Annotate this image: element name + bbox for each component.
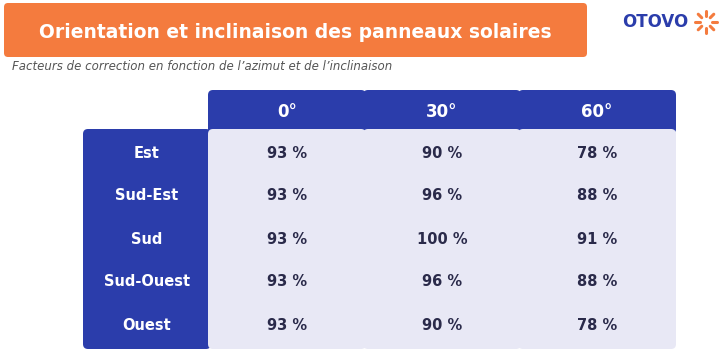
Text: Sud-Ouest: Sud-Ouest	[104, 274, 190, 289]
Text: 93 %: 93 %	[267, 317, 307, 332]
Text: Facteurs de correction en fonction de l’azimut et de l’inclinaison: Facteurs de correction en fonction de l’…	[12, 61, 392, 74]
Text: Ouest: Ouest	[122, 317, 171, 332]
FancyBboxPatch shape	[518, 129, 676, 349]
Text: 90 %: 90 %	[422, 317, 462, 332]
Text: 60°: 60°	[581, 103, 613, 121]
Text: 78 %: 78 %	[577, 317, 617, 332]
Text: OTOVO: OTOVO	[622, 13, 688, 31]
Text: 93 %: 93 %	[267, 146, 307, 161]
FancyBboxPatch shape	[518, 90, 676, 134]
Text: 88 %: 88 %	[577, 274, 617, 289]
Text: Sud: Sud	[131, 231, 163, 246]
Text: 93 %: 93 %	[267, 274, 307, 289]
FancyBboxPatch shape	[208, 90, 366, 134]
FancyBboxPatch shape	[363, 129, 521, 349]
Text: 30°: 30°	[426, 103, 458, 121]
FancyBboxPatch shape	[4, 3, 587, 57]
Text: Orientation et inclinaison des panneaux solaires: Orientation et inclinaison des panneaux …	[39, 22, 552, 42]
Text: 78 %: 78 %	[577, 146, 617, 161]
Text: 96 %: 96 %	[422, 189, 462, 203]
Text: 0°: 0°	[277, 103, 297, 121]
Text: Est: Est	[134, 146, 160, 161]
FancyBboxPatch shape	[83, 129, 211, 349]
FancyBboxPatch shape	[208, 129, 366, 349]
Text: 96 %: 96 %	[422, 274, 462, 289]
Text: 93 %: 93 %	[267, 189, 307, 203]
Text: 100 %: 100 %	[417, 231, 467, 246]
Text: 91 %: 91 %	[577, 231, 617, 246]
Text: 88 %: 88 %	[577, 189, 617, 203]
Text: Sud-Est: Sud-Est	[115, 189, 179, 203]
FancyBboxPatch shape	[363, 90, 521, 134]
Text: 93 %: 93 %	[267, 231, 307, 246]
Text: 90 %: 90 %	[422, 146, 462, 161]
